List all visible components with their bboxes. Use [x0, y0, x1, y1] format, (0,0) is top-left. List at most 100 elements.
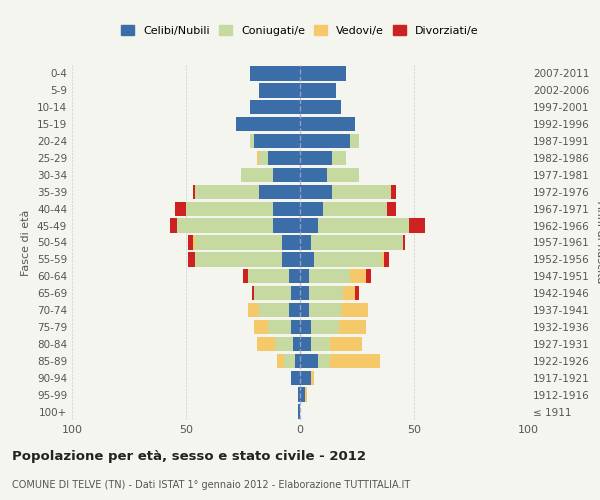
Bar — [300, 388, 305, 402]
Bar — [250, 134, 254, 148]
Bar — [318, 354, 329, 368]
Bar — [195, 236, 282, 250]
Bar — [291, 286, 300, 300]
Bar — [305, 388, 307, 402]
Bar — [193, 236, 195, 250]
Bar — [385, 252, 389, 266]
Bar — [403, 236, 405, 250]
Bar — [300, 151, 332, 165]
Bar — [259, 151, 268, 165]
Bar — [293, 336, 300, 351]
Bar — [300, 218, 318, 233]
Bar — [311, 236, 403, 250]
Y-axis label: Anni di nascita: Anni di nascita — [595, 201, 600, 284]
Bar — [300, 117, 355, 132]
Bar — [343, 286, 355, 300]
Bar — [289, 269, 300, 283]
Bar — [350, 269, 366, 283]
Bar — [300, 354, 318, 368]
Bar — [248, 303, 259, 318]
Bar — [277, 354, 284, 368]
Bar — [298, 404, 300, 418]
Bar — [300, 269, 309, 283]
Bar — [350, 134, 359, 148]
Bar — [248, 269, 289, 283]
Bar — [300, 168, 328, 182]
Bar — [259, 184, 300, 199]
Bar — [300, 83, 337, 98]
Bar — [298, 388, 300, 402]
Bar — [195, 184, 259, 199]
Bar — [291, 320, 300, 334]
Bar — [311, 320, 339, 334]
Bar — [300, 320, 311, 334]
Bar — [318, 218, 409, 233]
Bar — [268, 151, 300, 165]
Bar — [329, 354, 380, 368]
Bar — [382, 252, 385, 266]
Bar — [195, 252, 282, 266]
Bar — [332, 151, 346, 165]
Bar — [241, 168, 272, 182]
Bar — [323, 202, 386, 216]
Bar — [409, 218, 425, 233]
Bar — [186, 202, 272, 216]
Bar — [282, 236, 300, 250]
Bar — [259, 83, 300, 98]
Bar — [243, 269, 248, 283]
Bar — [300, 370, 311, 385]
Bar — [300, 184, 332, 199]
Bar — [282, 252, 300, 266]
Text: Popolazione per età, sesso e stato civile - 2012: Popolazione per età, sesso e stato civil… — [12, 450, 366, 463]
Bar — [275, 336, 293, 351]
Bar — [236, 117, 300, 132]
Bar — [254, 286, 291, 300]
Bar — [341, 303, 368, 318]
Bar — [300, 202, 323, 216]
Bar — [311, 336, 329, 351]
Bar — [311, 370, 314, 385]
Bar — [391, 184, 396, 199]
Bar — [289, 303, 300, 318]
Bar — [386, 202, 396, 216]
Bar — [295, 354, 300, 368]
Legend: Celibi/Nubili, Coniugati/e, Vedovi/e, Divorziati/e: Celibi/Nubili, Coniugati/e, Vedovi/e, Di… — [117, 21, 483, 40]
Bar — [272, 168, 300, 182]
Text: COMUNE DI TELVE (TN) - Dati ISTAT 1° gennaio 2012 - Elaborazione TUTTITALIA.IT: COMUNE DI TELVE (TN) - Dati ISTAT 1° gen… — [12, 480, 410, 490]
Bar — [314, 252, 382, 266]
Bar — [355, 286, 359, 300]
Bar — [291, 370, 300, 385]
Bar — [284, 354, 295, 368]
Bar — [300, 252, 314, 266]
Bar — [300, 236, 311, 250]
Bar — [193, 184, 195, 199]
Bar — [252, 286, 254, 300]
Bar — [177, 218, 272, 233]
Bar — [272, 218, 300, 233]
Bar — [268, 320, 291, 334]
Bar — [257, 336, 275, 351]
Bar — [188, 236, 193, 250]
Bar — [339, 320, 366, 334]
Bar — [300, 100, 341, 114]
Bar — [300, 303, 309, 318]
Bar — [272, 202, 300, 216]
Bar — [300, 286, 309, 300]
Bar — [309, 286, 343, 300]
Bar — [175, 202, 186, 216]
Y-axis label: Fasce di età: Fasce di età — [22, 210, 31, 276]
Bar — [300, 134, 350, 148]
Bar — [332, 184, 391, 199]
Bar — [254, 134, 300, 148]
Bar — [309, 269, 350, 283]
Bar — [300, 336, 311, 351]
Bar — [328, 168, 359, 182]
Bar — [254, 320, 268, 334]
Bar — [329, 336, 362, 351]
Bar — [300, 66, 346, 80]
Bar — [259, 303, 289, 318]
Bar — [170, 218, 177, 233]
Bar — [309, 303, 341, 318]
Bar — [188, 252, 195, 266]
Bar — [250, 100, 300, 114]
